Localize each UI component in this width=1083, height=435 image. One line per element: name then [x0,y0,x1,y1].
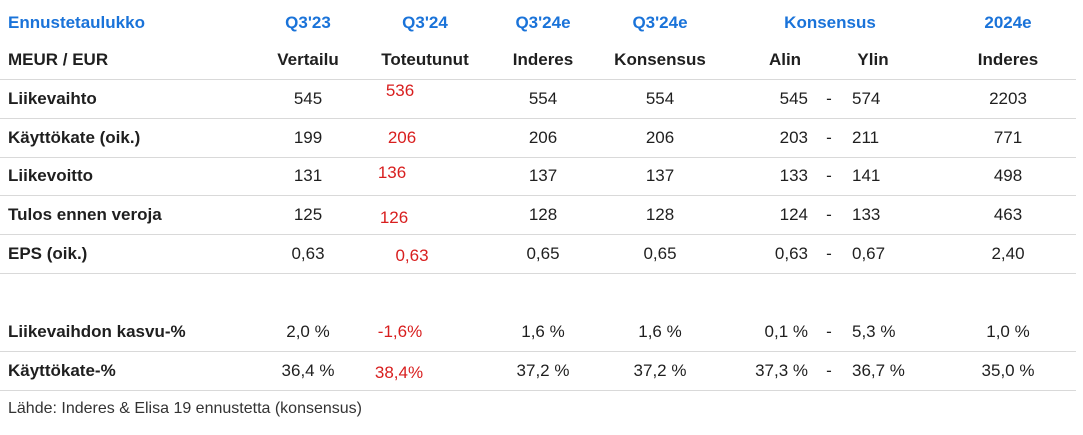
separator [0,79,1076,80]
table-row: EPS (oik.) 0,63 0,63 0,65 0,65 0,63 - 0,… [0,235,1080,273]
cell-q323: 199 [293,128,323,147]
range-dash: - [826,128,832,147]
sub-ylin: Ylin [857,50,889,69]
cell-konsensus: 137 [645,166,675,185]
cell-q324: 136 [377,163,407,182]
cell-q324: 38,4% [374,363,424,382]
cell-q323: 2,0 % [286,322,330,341]
range-dash: - [826,361,832,380]
cell-inderes: 206 [528,128,558,147]
cell-ylin: 0,67 [852,244,886,263]
cell-alin: 0,1 % [764,322,808,341]
col-header-q324e-konsensus: Q3'24e [632,13,688,32]
header-row: Ennustetaulukko Q3'23 Q3'24 Q3'24e Q3'24… [0,4,1080,42]
separator [0,390,1076,391]
cell-2024e: 771 [993,128,1023,147]
cell-inderes: 137 [528,166,558,185]
cell-alin: 124 [779,205,808,224]
cell-alin: 37,3 % [755,361,808,380]
sub-vertailu: Vertailu [277,50,339,69]
table-title: Ennustetaulukko [8,13,145,32]
row-label: Liikevoitto [8,166,94,185]
cell-konsensus: 0,65 [643,244,677,263]
range-dash: - [826,244,832,263]
range-dash: - [826,89,832,108]
col-header-2024e: 2024e [984,13,1032,32]
sub-konsensus: Konsensus [614,50,706,69]
cell-alin: 203 [779,128,808,147]
unit-label: MEUR / EUR [8,50,109,69]
cell-konsensus: 1,6 % [638,322,682,341]
separator [0,118,1076,119]
cell-2024e: 1,0 % [986,322,1030,341]
cell-q323: 545 [293,89,323,108]
cell-q324: -1,6% [377,322,423,341]
cell-2024e: 2,40 [991,244,1025,263]
cell-q324: 0,63 [395,246,429,265]
table-row: Liikevaihdon kasvu-% 2,0 % -1,6% 1,6 % 1… [0,313,1080,351]
cell-ylin: 36,7 % [852,361,905,380]
range-dash: - [826,322,832,341]
cell-2024e: 35,0 % [981,361,1035,380]
separator [0,195,1076,196]
table-row: Liikevoitto 131 136 137 137 133 - 141 49… [0,157,1080,195]
cell-alin: 545 [779,89,808,108]
cell-konsensus: 37,2 % [633,361,687,380]
col-header-q323: Q3'23 [285,13,331,32]
row-label: Käyttökate (oik.) [8,128,141,147]
row-label: EPS (oik.) [8,244,88,263]
row-label: Liikevaihdon kasvu-% [8,322,186,341]
cell-alin: 133 [779,166,808,185]
sub-inderes: Inderes [512,50,574,69]
separator [0,234,1076,235]
row-label: Tulos ennen veroja [8,205,162,224]
table-row: Liikevaihto 545 536 554 554 545 - 574 22… [0,80,1080,118]
cell-ylin: 211 [852,128,880,147]
cell-ylin: 141 [852,166,881,185]
range-dash: - [826,166,832,185]
cell-q324: 206 [387,128,417,147]
cell-q324: 126 [379,208,409,227]
cell-q323: 0,63 [291,244,325,263]
cell-konsensus: 554 [645,89,675,108]
cell-inderes: 128 [528,205,558,224]
col-header-q324e-inderes: Q3'24e [515,13,571,32]
col-header-konsensus: Konsensus [784,13,876,32]
cell-ylin: 574 [852,89,881,108]
separator [0,351,1076,352]
cell-inderes: 554 [528,89,558,108]
cell-2024e: 498 [993,166,1023,185]
cell-2024e: 2203 [989,89,1027,108]
cell-q324: 536 [385,81,415,100]
cell-ylin: 133 [852,205,881,224]
separator [0,157,1076,158]
table-row: Tulos ennen veroja 125 126 128 128 124 -… [0,196,1080,234]
range-dash: - [826,205,832,224]
sub-toteutunut: Toteutunut [381,50,469,69]
cell-konsensus: 128 [645,205,675,224]
cell-q323: 125 [293,205,323,224]
cell-ylin: 5,3 % [852,322,896,341]
sub-inderes-2024: Inderes [977,50,1039,69]
separator [0,273,1076,274]
table-row: Käyttökate-% 36,4 % 38,4% 37,2 % 37,2 % … [0,352,1080,390]
cell-q323: 36,4 % [281,361,335,380]
sub-alin: Alin [768,50,802,69]
subheader-row: MEUR / EUR Vertailu Toteutunut Inderes K… [0,41,1080,79]
cell-inderes: 0,65 [526,244,560,263]
cell-inderes: 1,6 % [521,322,565,341]
row-label: Liikevaihto [8,89,97,108]
cell-inderes: 37,2 % [516,361,570,380]
cell-q323: 131 [293,166,323,185]
row-label: Käyttökate-% [8,361,116,380]
cell-alin: 0,63 [774,244,808,263]
cell-2024e: 463 [993,205,1023,224]
cell-konsensus: 206 [645,128,675,147]
col-header-q324: Q3'24 [402,13,448,32]
source-note: Lähde: Inderes & Elisa 19 ennustetta (ko… [8,400,362,417]
table-row: Käyttökate (oik.) 199 206 206 206 203 - … [0,119,1080,157]
